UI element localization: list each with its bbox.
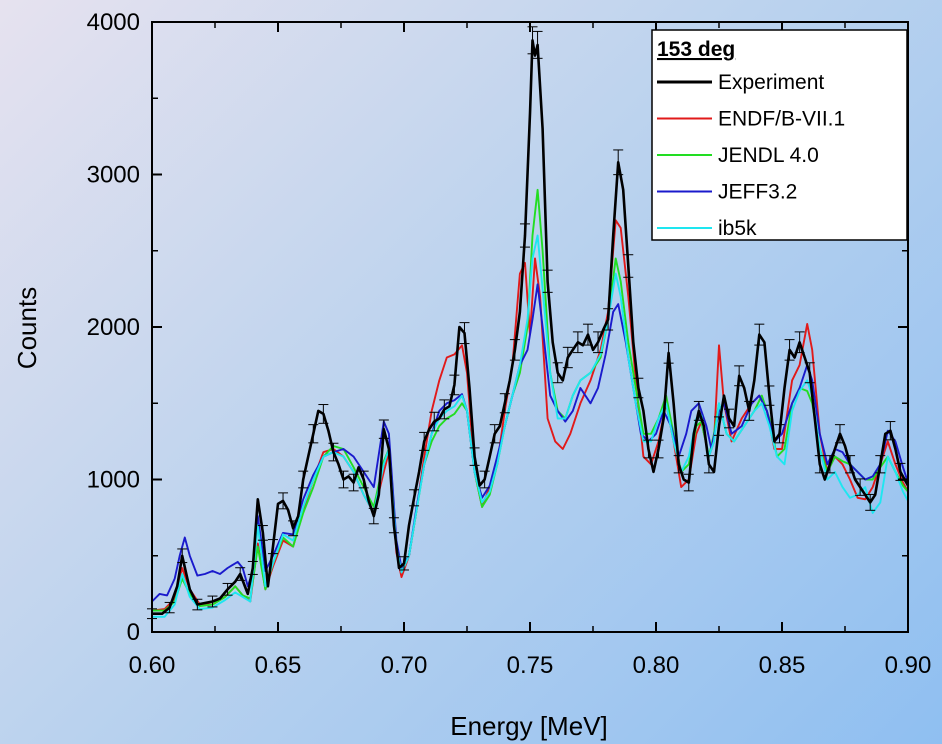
- series-line-ib5k: [152, 234, 909, 618]
- error-bar: [267, 539, 278, 555]
- error-bar: [572, 331, 583, 354]
- error-bar: [562, 346, 573, 369]
- error-bar: [582, 323, 593, 346]
- error-bar: [814, 455, 825, 474]
- error-bar: [419, 431, 430, 451]
- error-bar: [247, 560, 258, 575]
- error-bar: [683, 473, 694, 492]
- error-bar: [613, 149, 624, 176]
- error-bar: [663, 342, 674, 364]
- error-bar: [409, 489, 420, 507]
- error-bar: [764, 385, 775, 406]
- error-bar: [388, 517, 399, 534]
- error-bar: [278, 492, 289, 510]
- error-bar: [834, 424, 845, 444]
- error-bar: [653, 439, 664, 459]
- error-bar: [479, 470, 490, 489]
- y-tick-label: 1000: [87, 467, 140, 494]
- axes-layer: 0.60 0.65 0.70 0.75 0.80 0.85 0.90 0 1000 2000 300…: [87, 9, 932, 679]
- error-bar: [633, 377, 644, 399]
- error-bar: [439, 399, 450, 420]
- error-bar: [804, 362, 815, 384]
- y-tick-label: 2000: [87, 314, 140, 341]
- error-bar: [734, 365, 745, 387]
- error-bar: [499, 393, 510, 414]
- error-bar: [519, 223, 530, 248]
- error-bar: [192, 598, 203, 611]
- error-bar: [703, 455, 714, 474]
- error-bar: [673, 455, 684, 474]
- legend-label-jeff3-2: JEFF3.2: [718, 181, 797, 204]
- x-tick-label: 0.70: [381, 652, 428, 679]
- y-tick-label: 4000: [87, 9, 140, 36]
- error-bar: [177, 548, 188, 564]
- error-bar: [318, 404, 329, 424]
- error-bar: [875, 455, 886, 474]
- x-tick-label: 0.60: [129, 652, 176, 679]
- error-bar: [824, 455, 835, 474]
- x-axis-label: Energy [MeV]: [450, 711, 608, 741]
- legend-label-endf-b-vii-1: ENDF/B-VII.1: [718, 108, 845, 131]
- error-bar: [593, 331, 604, 354]
- error-bar: [222, 582, 233, 596]
- error-bar: [885, 421, 896, 441]
- error-bar: [693, 400, 704, 421]
- error-bar: [368, 507, 379, 525]
- error-bar: [348, 473, 359, 492]
- error-bar: [308, 424, 319, 444]
- error-bar: [164, 601, 175, 614]
- error-bar: [855, 478, 866, 496]
- error-bar: [845, 455, 856, 474]
- error-bar: [774, 424, 785, 444]
- error-bar: [288, 520, 299, 537]
- error-bar: [489, 424, 500, 444]
- error-bar: [378, 419, 389, 439]
- error-bar: [603, 308, 614, 331]
- error-bar: [338, 470, 349, 489]
- error-bar: [865, 493, 876, 511]
- error-bar: [298, 470, 309, 489]
- legend-label-experiment: Experiment: [718, 71, 824, 94]
- error-bar: [358, 470, 369, 489]
- error-bar: [714, 416, 724, 436]
- error-bar: [794, 331, 805, 354]
- error-bar: [509, 339, 520, 361]
- legend-label-ib5k: ib5k: [718, 217, 757, 240]
- error-bar: [542, 269, 553, 293]
- legend-label-jendl-4-0: JENDL 4.0: [718, 144, 819, 167]
- series-layer: [147, 26, 910, 620]
- error-bar: [623, 254, 634, 278]
- error-bar: [207, 595, 218, 608]
- y-tick-label: 3000: [87, 162, 140, 189]
- error-bar: [459, 322, 470, 345]
- error-bar: [469, 447, 480, 466]
- error-bar: [328, 442, 339, 462]
- error-bar: [552, 362, 563, 384]
- y-axis-label: Counts: [12, 287, 42, 369]
- legend-box: [651, 29, 908, 241]
- error-bar: [724, 408, 735, 429]
- error-bar: [235, 567, 246, 581]
- error-bar: [744, 400, 755, 421]
- error-bar: [257, 525, 268, 541]
- error-bar: [532, 30, 543, 59]
- error-bar: [754, 323, 765, 346]
- x-tick-label: 0.65: [255, 652, 302, 679]
- series-line-experiment: [152, 39, 910, 615]
- error-bar: [784, 339, 795, 361]
- x-tick-label: 0.90: [885, 652, 932, 679]
- legend-title: 153 deg: [657, 38, 735, 61]
- x-tick-label: 0.75: [507, 652, 554, 679]
- x-tick-label: 0.85: [759, 652, 806, 679]
- error-bar: [643, 439, 654, 459]
- y-tick-label: 0: [127, 619, 140, 646]
- error-bar: [449, 374, 460, 396]
- error-bar: [399, 556, 409, 571]
- error-bar: [429, 411, 440, 432]
- legend: 153 deg Experiment ENDF/B-VII.1 JENDL 4.0 J…: [651, 29, 908, 241]
- x-tick-label: 0.80: [633, 652, 680, 679]
